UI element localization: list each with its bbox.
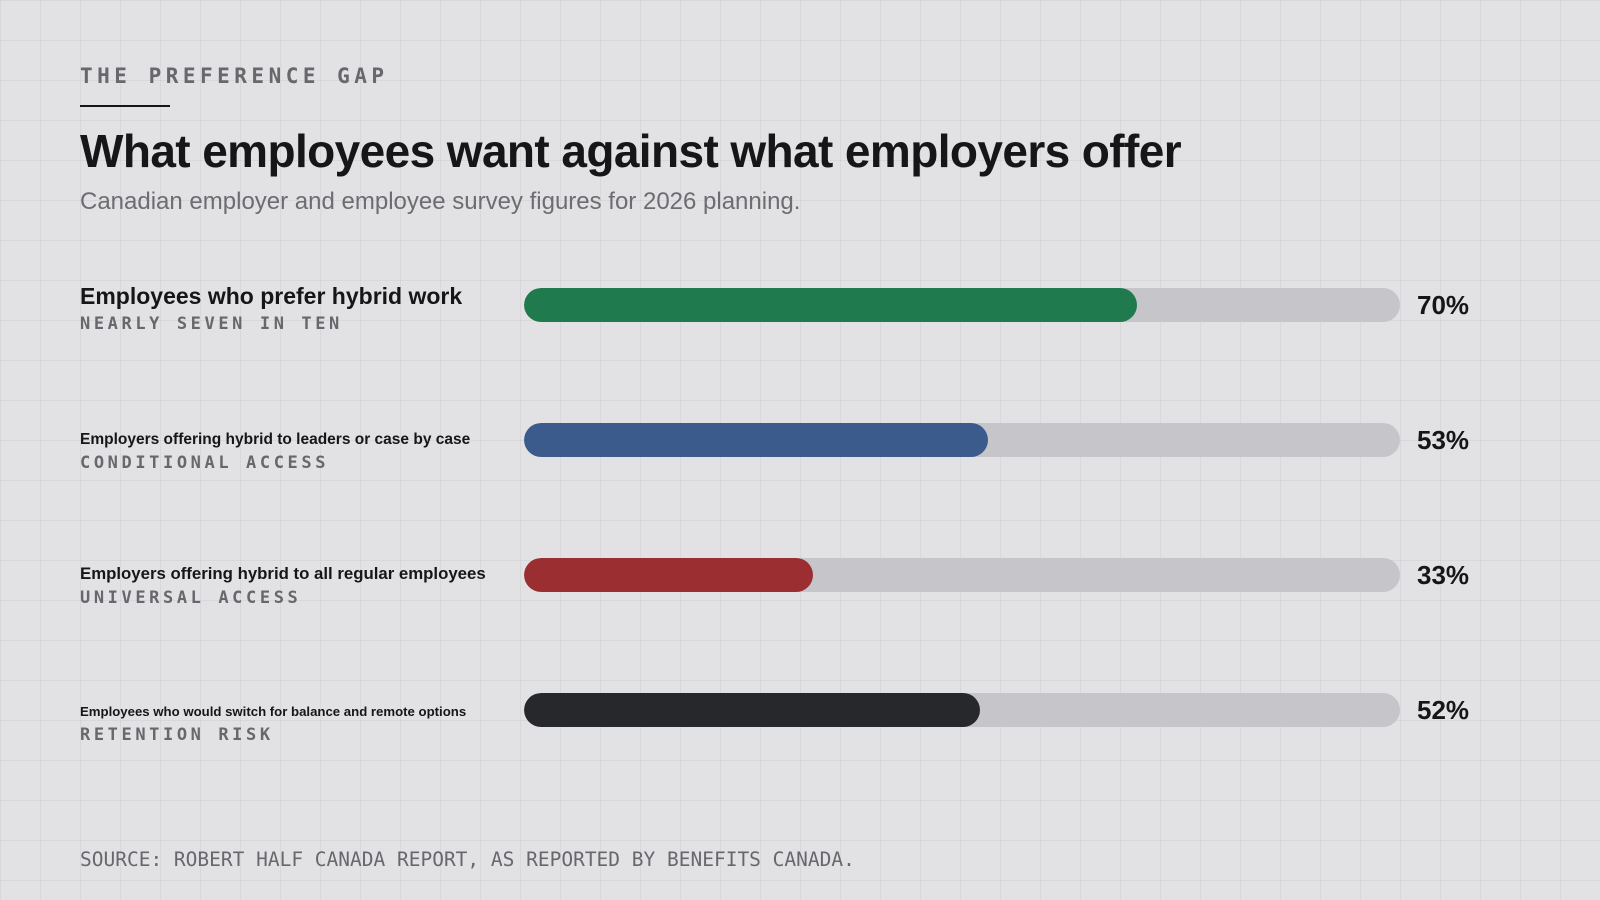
bar-track xyxy=(524,288,1400,322)
bar-fill xyxy=(524,288,1138,322)
bar-note: UNIVERSAL ACCESS xyxy=(80,588,302,608)
bar-value-label: 70% xyxy=(1417,290,1470,320)
source-note: SOURCE: ROBERT HALF CANADA REPORT, AS RE… xyxy=(80,848,855,871)
bar-value-label: 53% xyxy=(1417,425,1470,455)
bar-label: Employers offering hybrid to all regular… xyxy=(80,564,486,583)
bar-note: CONDITIONAL ACCESS xyxy=(80,453,330,473)
bar-note: NEARLY SEVEN IN TEN xyxy=(80,314,343,334)
bar-value-label: 33% xyxy=(1417,560,1470,590)
eyebrow-divider xyxy=(80,105,170,107)
bar-track xyxy=(524,423,1400,457)
bar-label: Employees who would switch for balance a… xyxy=(80,704,467,719)
bar-fill xyxy=(524,693,980,727)
bar-track xyxy=(524,693,1400,727)
bar-row-universal-access: Employers offering hybrid to all regular… xyxy=(0,548,1600,618)
bar-track xyxy=(524,558,1400,592)
eyebrow-label: THE PREFERENCE GAP xyxy=(80,64,389,88)
chart-title: What employees want against what employe… xyxy=(80,125,1182,177)
bar-note: RETENTION RISK xyxy=(80,725,274,745)
bar-fill xyxy=(524,558,814,592)
bar-row-retention-risk: Employees who would switch for balance a… xyxy=(0,683,1600,753)
bar-row-conditional-access: Employers offering hybrid to leaders or … xyxy=(0,413,1600,483)
bar-label: Employers offering hybrid to leaders or … xyxy=(80,431,471,448)
bar-value-label: 52% xyxy=(1417,695,1470,725)
chart-subtitle: Canadian employer and employee survey fi… xyxy=(80,188,801,215)
bar-fill xyxy=(524,423,989,457)
bar-label: Employees who prefer hybrid work xyxy=(80,283,463,309)
bar-row-hybrid-preference: Employees who prefer hybrid work NEARLY … xyxy=(0,278,1600,348)
